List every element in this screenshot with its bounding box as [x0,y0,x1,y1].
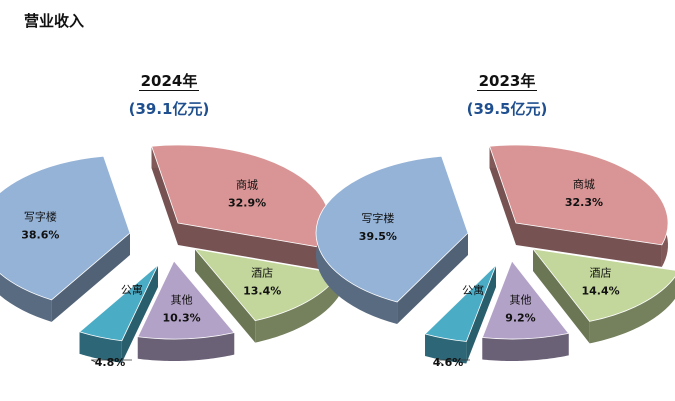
slice-label: 酒店 [590,265,612,279]
slice-value: 9.2% [505,312,536,325]
slice-value: 32.3% [565,196,603,209]
page-title: 营业收入 [24,12,85,30]
slice-label: 写字楼 [24,209,57,223]
slice-value: 14.4% [581,284,619,297]
slice-value: 4.6% [433,356,464,369]
slice-office [0,155,131,322]
slice-other [137,260,235,361]
slice-value: 13.4% [243,285,281,298]
slice-apartment [424,264,497,364]
slice-value: 39.5% [359,230,397,243]
slice-label: 其他 [171,294,193,307]
slice-value: 10.3% [163,312,201,325]
slice-label: 其他 [509,294,531,307]
chart-subtitle: (39.1亿元) [128,100,210,118]
slice-hotel [532,248,675,344]
chart-title: 2023年 [476,72,538,91]
slice-label: 酒店 [251,266,273,280]
slice-mall [489,144,669,267]
slice-other [481,260,570,361]
slice-label: 商城 [573,177,595,191]
slice-label: 公寓 [462,283,484,297]
pie-chart-2024: 商城 32.9% 酒店 13.4% 其他 10.3% 公寓 4.8% 写字楼 38.6% [0,144,340,369]
slice-value: 38.6% [21,228,59,241]
slice-label: 商城 [236,177,258,191]
leader-line [435,359,470,365]
chart-title: 2024年 [138,72,200,91]
slice-mall [151,144,331,270]
slice-apartment [78,264,159,363]
chart-panel-2023: 2023年 (39.5亿元) 商城 32.3% 酒店 14.4% 其他 9.2% 公寓 4.6… [315,0,675,401]
slice-value: 4.8% [95,356,126,369]
slice-value: 32.9% [228,196,266,209]
chart-subtitle: (39.5亿元) [466,100,548,118]
pie-chart-2023: 商城 32.3% 酒店 14.4% 其他 9.2% 公寓 4.6% 写字楼 39.5% [315,144,675,369]
slice-label: 写字楼 [361,211,394,225]
chart-panel-2024: 2024年 (39.1亿元) 商城 32.9% 酒店 13.4% 其他 10.3% 公寓 4.… [0,72,340,369]
leader-line [91,359,132,364]
slice-label: 公寓 [121,282,143,296]
slice-office [315,155,469,324]
